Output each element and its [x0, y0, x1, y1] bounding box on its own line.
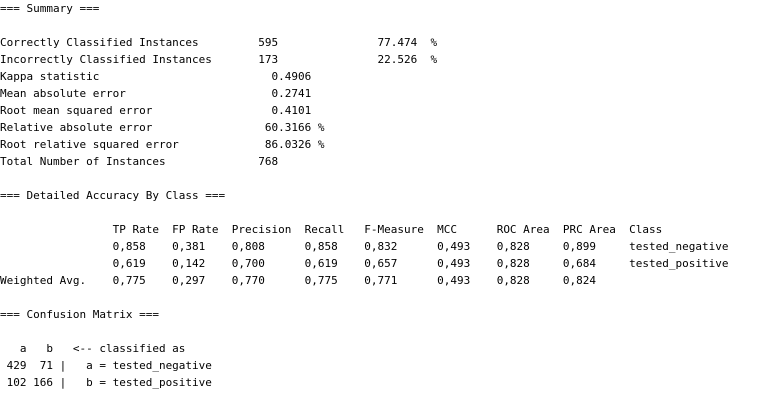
- root-mean-squared-error-line: Root mean squared error 0.4101: [0, 104, 312, 117]
- correctly-classified-line: Correctly Classified Instances 595 77.47…: [0, 36, 438, 49]
- summary-heading: === Summary ===: [0, 2, 100, 15]
- mean-absolute-error-line: Mean absolute error 0.2741: [0, 87, 312, 100]
- confusion-matrix-header-row: a b <-- classified as: [0, 342, 186, 355]
- accuracy-row-weighted-avg: Weighted Avg. 0,775 0,297 0,770 0,775 0,…: [0, 274, 597, 287]
- accuracy-row-tested-negative: 0,858 0,381 0,808 0,858 0,832 0,493 0,82…: [0, 240, 729, 253]
- relative-absolute-error-line: Relative absolute error 60.3166 %: [0, 121, 325, 134]
- confusion-matrix-heading: === Confusion Matrix ===: [0, 308, 159, 321]
- total-instances-line: Total Number of Instances 768: [0, 155, 279, 168]
- incorrectly-classified-line: Incorrectly Classified Instances 173 22.…: [0, 53, 438, 66]
- kappa-statistic-line: Kappa statistic 0.4906: [0, 70, 312, 83]
- accuracy-table-header-row: TP Rate FP Rate Precision Recall F-Measu…: [0, 223, 663, 236]
- accuracy-row-tested-positive: 0,619 0,142 0,700 0,619 0,657 0,493 0,82…: [0, 257, 729, 270]
- confusion-matrix-row-a: 429 71 | a = tested_negative: [0, 359, 212, 372]
- detailed-accuracy-heading: === Detailed Accuracy By Class ===: [0, 189, 226, 202]
- root-relative-squared-error-line: Root relative squared error 86.0326 %: [0, 138, 325, 151]
- confusion-matrix-row-b: 102 166 | b = tested_positive: [0, 376, 212, 389]
